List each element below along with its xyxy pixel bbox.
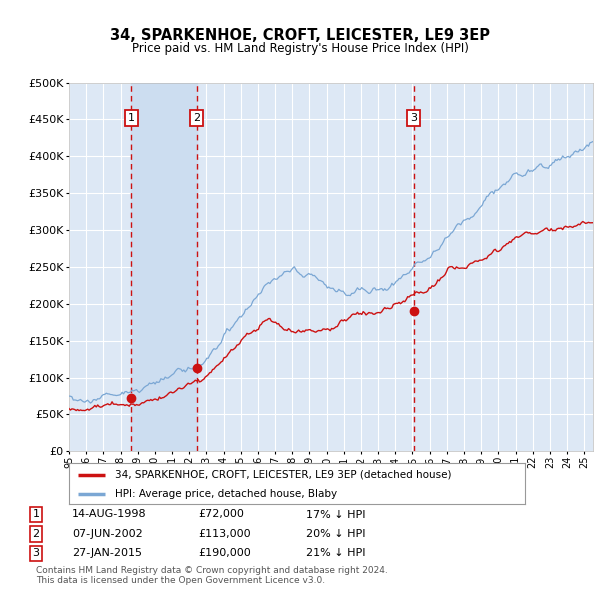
Text: 3: 3 bbox=[32, 549, 40, 558]
Text: £113,000: £113,000 bbox=[198, 529, 251, 539]
Text: 20% ↓ HPI: 20% ↓ HPI bbox=[306, 529, 365, 539]
Text: 2: 2 bbox=[32, 529, 40, 539]
Text: 14-AUG-1998: 14-AUG-1998 bbox=[72, 510, 146, 519]
Text: 27-JAN-2015: 27-JAN-2015 bbox=[72, 549, 142, 558]
Text: 17% ↓ HPI: 17% ↓ HPI bbox=[306, 510, 365, 519]
Text: HPI: Average price, detached house, Blaby: HPI: Average price, detached house, Blab… bbox=[115, 489, 337, 499]
Bar bbox=[131, 83, 197, 451]
Text: 34, SPARKENHOE, CROFT, LEICESTER, LE9 3EP: 34, SPARKENHOE, CROFT, LEICESTER, LE9 3E… bbox=[110, 28, 490, 43]
Text: 1: 1 bbox=[32, 510, 40, 519]
Text: 3: 3 bbox=[410, 113, 417, 123]
Text: £72,000: £72,000 bbox=[198, 510, 244, 519]
Text: Contains HM Land Registry data © Crown copyright and database right 2024.
This d: Contains HM Land Registry data © Crown c… bbox=[36, 566, 388, 585]
Text: 2: 2 bbox=[193, 113, 200, 123]
Text: £190,000: £190,000 bbox=[198, 549, 251, 558]
Text: 1: 1 bbox=[128, 113, 134, 123]
Text: 21% ↓ HPI: 21% ↓ HPI bbox=[306, 549, 365, 558]
Text: Price paid vs. HM Land Registry's House Price Index (HPI): Price paid vs. HM Land Registry's House … bbox=[131, 42, 469, 55]
Text: 34, SPARKENHOE, CROFT, LEICESTER, LE9 3EP (detached house): 34, SPARKENHOE, CROFT, LEICESTER, LE9 3E… bbox=[115, 470, 451, 480]
Text: 07-JUN-2002: 07-JUN-2002 bbox=[72, 529, 143, 539]
